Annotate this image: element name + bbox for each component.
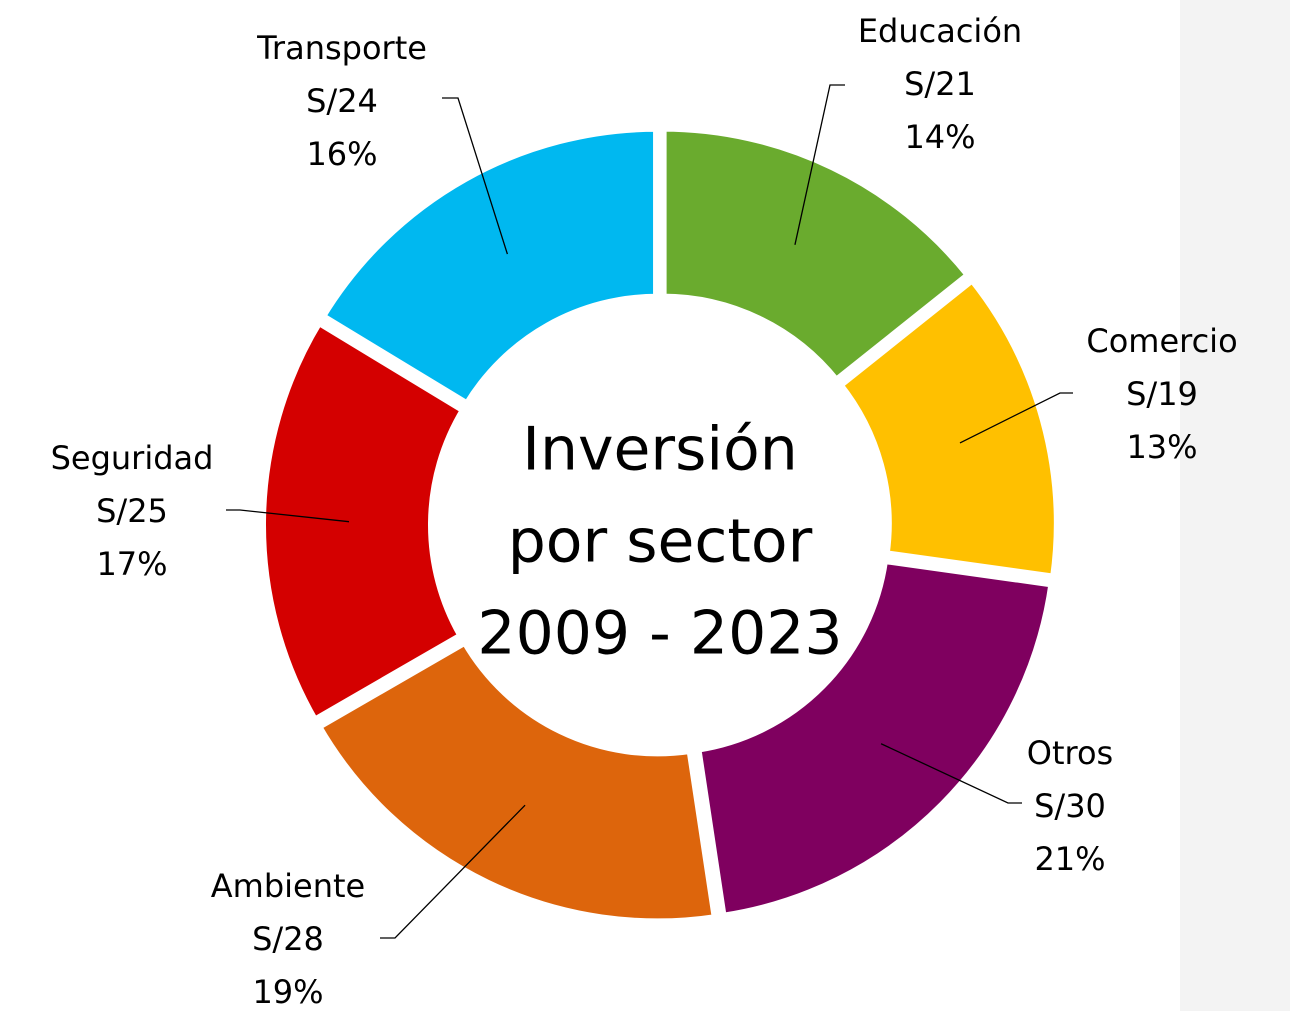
category-label: Ambiente <box>211 867 365 905</box>
value-label: S/21 <box>904 65 976 103</box>
chart-title: por sector <box>508 507 813 577</box>
value-label: S/24 <box>306 82 378 120</box>
watermark <box>1180 0 1290 1011</box>
leader-line <box>380 804 526 939</box>
percent-label: 17% <box>96 545 167 583</box>
donut-segment <box>258 316 470 727</box>
donut-segment <box>658 123 975 387</box>
leader-line <box>880 743 1022 804</box>
percent-label: 16% <box>306 135 377 173</box>
donut-segment <box>316 123 662 411</box>
watermark-bar <box>1180 0 1290 1011</box>
leader-line <box>226 509 350 523</box>
value-label: S/19 <box>1126 375 1198 413</box>
value-label: S/30 <box>1034 787 1106 825</box>
donut-segment <box>692 555 1058 922</box>
chart-title: Inversión <box>522 415 797 485</box>
leader-line <box>959 392 1073 444</box>
percent-label: 21% <box>1034 840 1105 878</box>
leader-line <box>794 84 845 245</box>
percent-label: 14% <box>904 118 975 156</box>
category-label: Comercio <box>1086 322 1237 360</box>
category-label: Educación <box>858 12 1022 50</box>
percent-label: 19% <box>252 973 323 1011</box>
donut-segment <box>833 273 1062 583</box>
value-label: S/25 <box>96 492 168 530</box>
category-label: Otros <box>1027 734 1113 772</box>
donut-segment <box>312 635 721 927</box>
leader-line <box>442 97 509 255</box>
category-label: Transporte <box>256 29 427 67</box>
category-label: Seguridad <box>51 439 214 477</box>
chart-title: 2009 - 2023 <box>477 599 842 669</box>
percent-label: 13% <box>1126 428 1197 466</box>
value-label: S/28 <box>252 920 324 958</box>
